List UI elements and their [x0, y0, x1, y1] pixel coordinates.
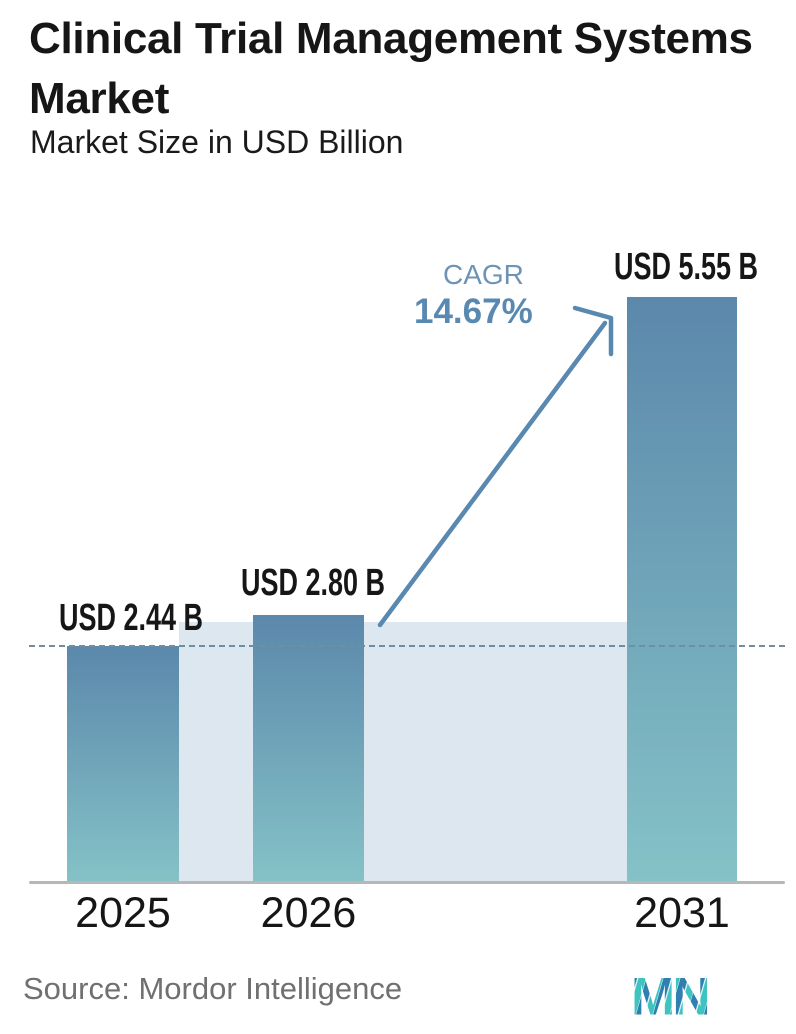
svg-text:MN: MN: [631, 973, 708, 1026]
